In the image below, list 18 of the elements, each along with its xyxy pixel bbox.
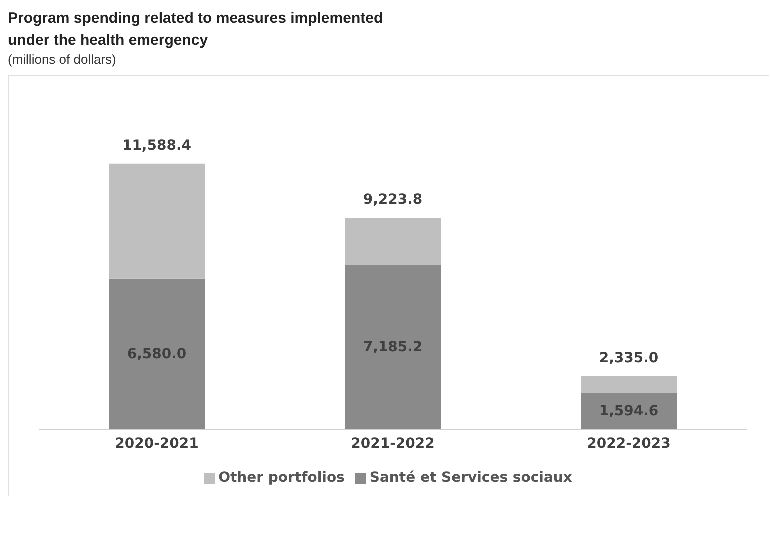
data-label: 1,594.6 — [599, 404, 659, 420]
x-tick-label: 2022-2023 — [587, 436, 671, 452]
bar — [109, 164, 205, 279]
total-label: 2,335.0 — [599, 350, 659, 366]
chart-subtitle: (millions of dollars) — [8, 52, 118, 67]
bar — [345, 218, 441, 266]
bar — [109, 278, 205, 430]
bar — [581, 376, 677, 394]
total-label: 9,223.8 — [363, 192, 423, 208]
legend-label: Santé et Services sociaux — [370, 470, 572, 486]
data-label: 6,580.0 — [127, 346, 187, 362]
x-tick-label: 2021-2022 — [351, 436, 435, 452]
x-tick-label: 2020-2021 — [115, 436, 199, 452]
bar — [345, 265, 441, 430]
legend-label: Other portfolios — [218, 470, 345, 486]
data-label: 7,185.2 — [363, 340, 423, 356]
chart-title: Program spending related to measures implemented under the health emergency — [8, 9, 384, 51]
total-label: 11,588.4 — [122, 138, 192, 154]
